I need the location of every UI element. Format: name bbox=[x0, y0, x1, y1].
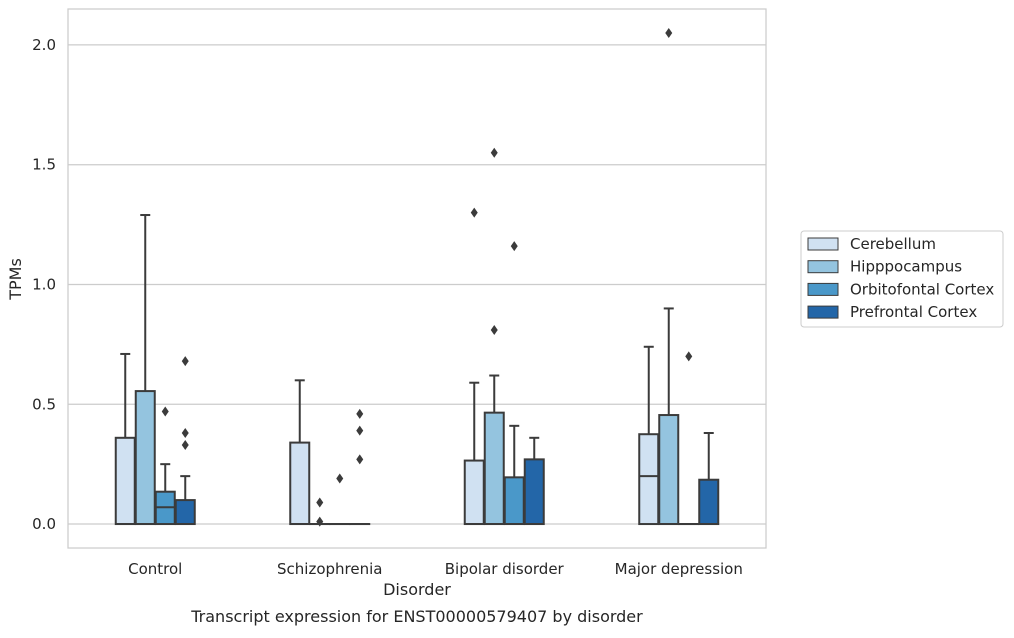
box-cerebellum bbox=[290, 380, 309, 524]
outlier-point bbox=[491, 148, 498, 158]
box-body bbox=[639, 434, 658, 524]
legend-swatch bbox=[808, 283, 838, 295]
box-hipppocampus bbox=[659, 28, 678, 524]
outlier-point bbox=[491, 325, 498, 335]
box-layer bbox=[116, 28, 719, 527]
box-orbitofontal-cortex bbox=[156, 406, 175, 524]
outlier-point bbox=[182, 428, 189, 438]
y-axis-ticks: 0.0 0.5 1.0 1.5 2.0 bbox=[32, 36, 56, 533]
box-hipppocampus bbox=[136, 215, 155, 524]
y-tick-label: 1.5 bbox=[32, 156, 56, 174]
outlier-point bbox=[356, 426, 363, 436]
legend-swatch bbox=[808, 306, 838, 318]
legend-label: Orbitofontal Cortex bbox=[850, 280, 994, 298]
x-tick-label: Bipolar disorder bbox=[445, 560, 565, 578]
outlier-point bbox=[511, 241, 518, 251]
box-cerebellum bbox=[465, 208, 484, 524]
x-axis-ticks: Control Schizophrenia Bipolar disorder Majo… bbox=[128, 560, 743, 578]
outlier-point bbox=[316, 517, 323, 527]
legend-label: Prefrontal Cortex bbox=[850, 303, 977, 321]
box-prefrontal-cortex bbox=[699, 433, 718, 524]
box-body bbox=[525, 459, 544, 524]
box-body bbox=[465, 461, 484, 524]
legend-swatch bbox=[808, 238, 838, 250]
outlier-point bbox=[162, 406, 169, 416]
box-hipppocampus bbox=[485, 148, 504, 524]
outlier-point bbox=[665, 28, 672, 38]
legend-swatch bbox=[808, 261, 838, 273]
outlier-point bbox=[356, 409, 363, 419]
box-body bbox=[699, 480, 718, 524]
y-tick-label: 1.0 bbox=[32, 275, 56, 293]
chart-caption: Transcript expression for ENST0000057940… bbox=[190, 607, 643, 626]
y-tick-label: 2.0 bbox=[32, 36, 56, 54]
outlier-point bbox=[471, 208, 478, 218]
box-orbitofontal-cortex bbox=[330, 474, 349, 525]
x-axis-label: Disorder bbox=[383, 580, 451, 599]
box-body bbox=[659, 415, 678, 524]
outlier-point bbox=[182, 440, 189, 450]
y-tick-label: 0.0 bbox=[32, 515, 56, 533]
legend: Cerebellum Hipppocampus Orbitofontal Corte… bbox=[801, 231, 1003, 327]
box-cerebellum bbox=[639, 347, 658, 524]
box-body bbox=[485, 413, 504, 524]
outlier-point bbox=[182, 356, 189, 366]
y-tick-label: 0.5 bbox=[32, 395, 56, 413]
x-tick-label: Schizophrenia bbox=[277, 560, 382, 578]
box-body bbox=[116, 438, 135, 524]
box-body bbox=[505, 477, 524, 524]
box-body bbox=[136, 391, 155, 524]
x-tick-label: Control bbox=[128, 560, 182, 578]
legend-label: Cerebellum bbox=[850, 235, 936, 253]
box-orbitofontal-cortex bbox=[505, 241, 524, 524]
box-prefrontal-cortex bbox=[525, 438, 544, 524]
box-prefrontal-cortex bbox=[176, 356, 195, 524]
outlier-point bbox=[336, 474, 343, 484]
box-body bbox=[290, 443, 309, 524]
y-axis-label: TPMs bbox=[6, 258, 25, 301]
box-prefrontal-cortex bbox=[350, 409, 369, 524]
outlier-point bbox=[356, 454, 363, 464]
legend-label: Hipppocampus bbox=[850, 258, 962, 276]
outlier-point bbox=[685, 351, 692, 361]
box-orbitofontal-cortex bbox=[679, 351, 698, 524]
box-body bbox=[176, 500, 195, 524]
x-tick-label: Major depression bbox=[615, 560, 743, 578]
box-cerebellum bbox=[116, 354, 135, 524]
box-hipppocampus bbox=[310, 497, 329, 526]
outlier-point bbox=[316, 497, 323, 507]
